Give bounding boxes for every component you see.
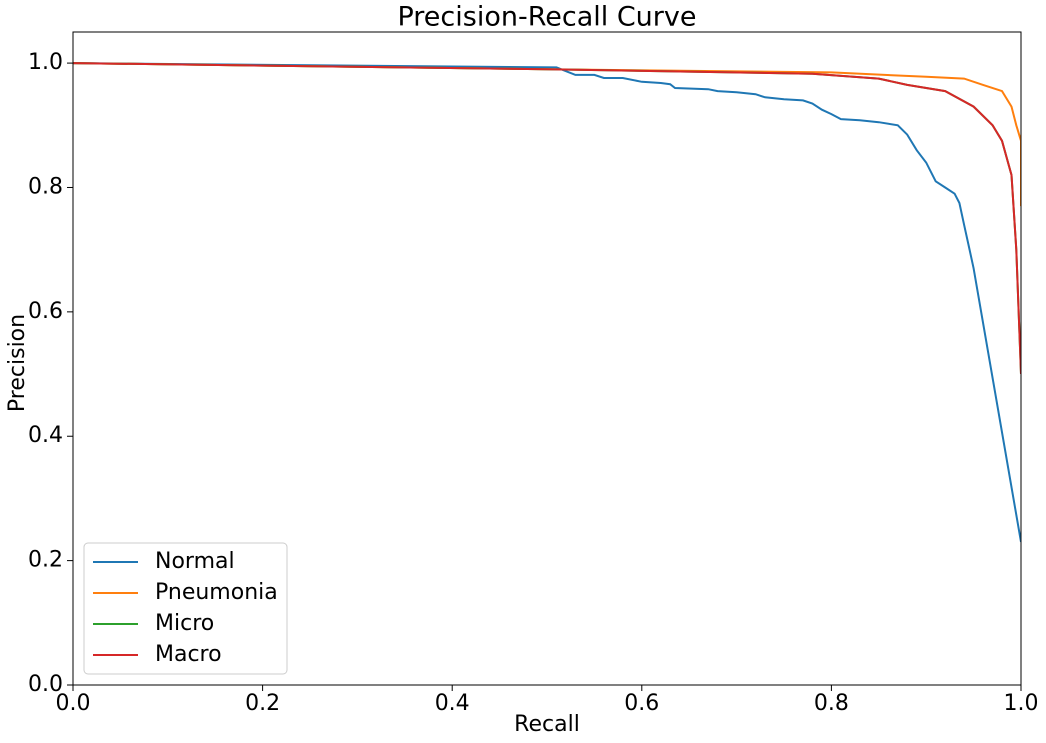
y-tick-label: 0.0 bbox=[28, 672, 63, 697]
x-tick-label: 0.8 bbox=[814, 691, 849, 716]
y-tick-label: 0.2 bbox=[28, 548, 63, 573]
legend-label: Micro bbox=[155, 611, 214, 636]
x-tick-label: 0.0 bbox=[56, 691, 91, 716]
series-line bbox=[73, 62, 1021, 375]
y-axis-label: Precision bbox=[5, 314, 30, 412]
legend-box bbox=[83, 542, 288, 675]
series-line bbox=[73, 62, 1021, 207]
x-tick-label: 0.2 bbox=[245, 691, 280, 716]
legend-label: Pneumonia bbox=[155, 580, 278, 605]
x-axis-label: Recall bbox=[514, 712, 580, 737]
plot-frame bbox=[72, 31, 1022, 686]
chart-title: Precision-Recall Curve bbox=[397, 2, 696, 33]
x-tick-label: 0.4 bbox=[435, 691, 470, 716]
legend-label: Macro bbox=[155, 642, 222, 667]
y-tick-label: 0.4 bbox=[28, 423, 63, 448]
x-tick-label: 1.0 bbox=[1004, 691, 1039, 716]
y-tick-label: 1.0 bbox=[28, 50, 63, 75]
y-tick-label: 0.8 bbox=[28, 174, 63, 199]
legend-label: Normal bbox=[155, 549, 235, 574]
series-line bbox=[73, 62, 1021, 543]
y-tick-label: 0.6 bbox=[28, 299, 63, 324]
x-tick-label: 0.6 bbox=[624, 691, 659, 716]
series-line bbox=[73, 62, 1021, 375]
